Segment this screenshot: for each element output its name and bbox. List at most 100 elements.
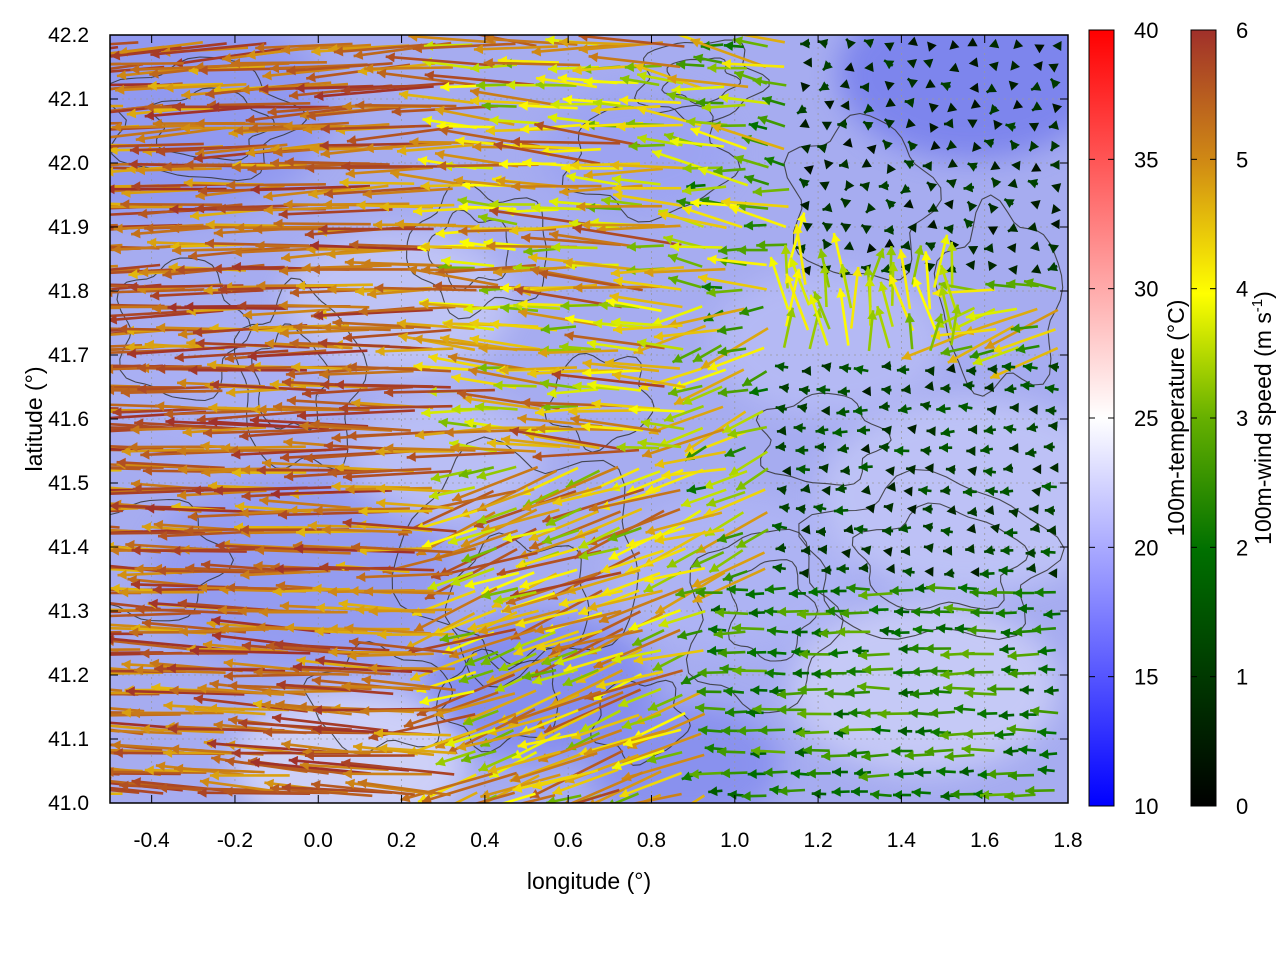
wind-vector [135, 165, 222, 176]
wind-vector-shaft [302, 123, 390, 132]
wind-vector-head [729, 205, 740, 215]
wind-vector [939, 264, 957, 310]
wind-vector-head [355, 100, 365, 111]
wind-vector-head [207, 703, 217, 714]
wind-vector [967, 162, 978, 172]
wind-vector-head [940, 669, 950, 680]
wind-vector-head [795, 504, 806, 515]
wind-vector-head [573, 282, 583, 293]
wind-vector-head [558, 597, 569, 608]
wind-vector-head [250, 757, 260, 768]
wind-vector [652, 652, 686, 672]
wind-vector-head [328, 623, 338, 634]
wind-vector [840, 100, 850, 111]
wind-vector-shaft [110, 83, 160, 87]
wind-vector-head [915, 583, 925, 594]
wind-vector-head [129, 627, 139, 638]
wind-vector-head [943, 683, 953, 694]
wind-vector [328, 647, 412, 658]
wind-vector [576, 201, 663, 212]
wind-vector-head [709, 563, 720, 573]
wind-vector [595, 670, 664, 690]
wind-vector-head [450, 576, 461, 587]
wind-vector-head [48, 648, 57, 658]
wind-vector-head [225, 582, 236, 593]
wind-vector [929, 686, 952, 697]
wind-vector-head [262, 687, 272, 698]
wind-vector-head [193, 327, 203, 338]
wind-vector [865, 503, 876, 514]
wind-vector-head [111, 244, 121, 255]
wind-vector [375, 483, 454, 494]
wind-vector-head [384, 443, 394, 454]
wind-vector-head [562, 677, 573, 687]
wind-vector [273, 218, 371, 229]
wind-vector-head [682, 185, 692, 196]
wind-vector-head [752, 704, 762, 715]
wind-vector-head [854, 524, 864, 535]
wind-vector-shaft [462, 396, 540, 411]
wind-vector-shaft [278, 208, 393, 216]
wind-vector [1052, 103, 1063, 114]
wind-vector-head [529, 540, 540, 550]
wind-vector [110, 632, 143, 636]
wind-vector-head [1009, 443, 1019, 454]
wind-vector [116, 457, 225, 470]
wind-vector-head [721, 58, 732, 69]
wind-vector-head [538, 269, 549, 280]
wind-vector-head [923, 543, 934, 553]
wind-vector-head [797, 708, 807, 719]
wind-vector [416, 673, 516, 717]
wind-vector-head [1037, 645, 1048, 656]
wind-vector-head [127, 348, 137, 359]
wind-vector-head [145, 503, 155, 514]
wind-vector-shaft [110, 743, 163, 752]
wind-vector-head [628, 621, 639, 632]
wind-vector-head [910, 688, 920, 699]
wind-vector [885, 466, 895, 477]
wind-vector-head [1034, 587, 1044, 598]
wind-vector-head [858, 562, 869, 573]
wind-vector-head [361, 675, 372, 686]
wind-vector [819, 181, 830, 191]
wind-vector [835, 483, 847, 494]
wind-vector-shaft [195, 341, 310, 349]
wind-vector-head [893, 667, 903, 678]
wind-vector-head [269, 63, 280, 74]
wind-vector-head [520, 124, 530, 134]
wind-vector-head [696, 686, 706, 697]
wind-vector-head [453, 175, 464, 186]
wind-vector-head [582, 358, 592, 369]
wind-vector-head [512, 783, 523, 793]
temperature-patch [349, 395, 542, 519]
wind-vector-head [923, 522, 933, 533]
wind-vector-shaft [596, 224, 681, 232]
wind-vector-head [628, 141, 638, 151]
wind-vector [985, 486, 998, 497]
wind-vector-head [930, 727, 940, 738]
wind-vector-head [10, 507, 19, 517]
wind-vector-shaft [348, 639, 454, 655]
wind-vector [987, 202, 999, 214]
wind-vector-head [822, 202, 833, 213]
wind-vector-head [216, 203, 226, 214]
wind-vector [110, 588, 121, 592]
wind-vector-head [152, 118, 162, 129]
wind-vector-head [61, 762, 70, 772]
wind-vector-head [428, 353, 439, 364]
wind-vector-head [796, 609, 806, 620]
wind-vector-head [183, 177, 193, 188]
wind-vector-head [269, 379, 279, 390]
wind-vector [208, 417, 329, 431]
wind-vector-shaft [622, 732, 702, 765]
wind-vector [721, 410, 764, 434]
wind-vector-head [181, 123, 190, 134]
wind-vector-shaft [262, 66, 350, 78]
wind-vector-shaft [612, 324, 683, 332]
wind-vector-shaft [398, 334, 476, 352]
wind-vector-head [800, 38, 810, 49]
wind-vector-head [817, 248, 828, 259]
wind-vector [800, 82, 811, 93]
wind-vector-shaft [517, 732, 578, 748]
wind-vector [980, 444, 994, 455]
